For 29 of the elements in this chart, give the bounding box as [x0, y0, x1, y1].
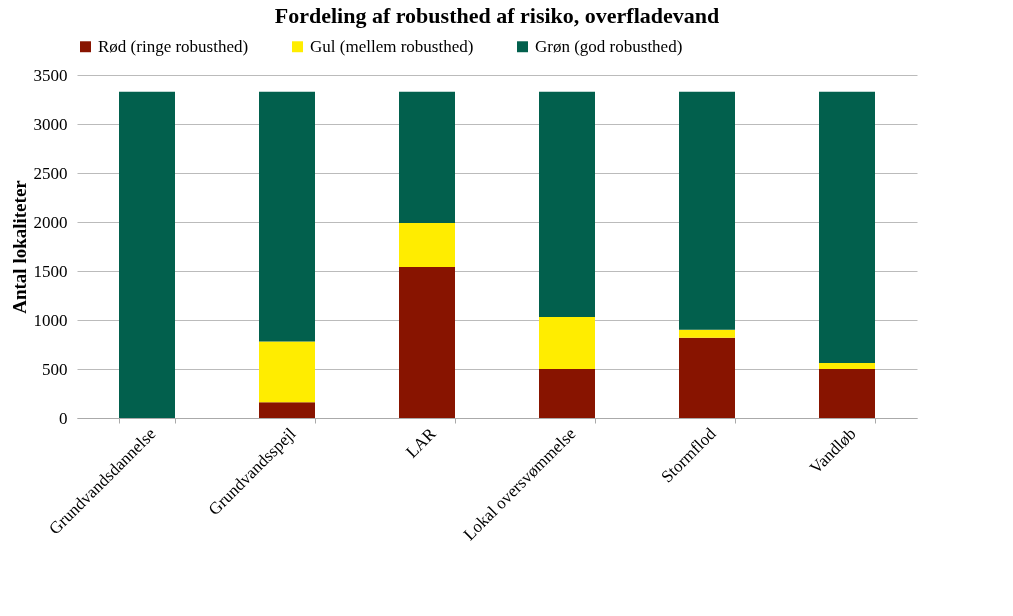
bar: [399, 222, 455, 268]
y-axis-title: Antal lokaliteter: [8, 179, 30, 314]
bar: [539, 91, 595, 318]
legend-label: Grøn (god robusthed): [535, 36, 683, 56]
legend-label: Rød (ringe robusthed): [98, 36, 249, 56]
bar: [399, 91, 455, 223]
bar: [119, 91, 175, 418]
bar: [259, 402, 315, 418]
y-tick-label: 3000: [33, 114, 68, 134]
bar: [399, 267, 455, 418]
bar: [819, 369, 875, 418]
y-tick-label: 1500: [33, 261, 68, 281]
bar: [539, 369, 595, 418]
y-tick-label: 3500: [33, 65, 68, 85]
y-tick-label: 1000: [33, 310, 68, 330]
bar: [679, 329, 735, 338]
bar: [259, 341, 315, 403]
chart-title: Fordeling af robusthed af risiko, overfladevand: [274, 3, 720, 28]
y-tick-label: 2000: [33, 212, 68, 232]
bar: [819, 363, 875, 369]
bar: [679, 337, 735, 418]
y-tick-label: 0: [59, 408, 68, 428]
legend-label: Gul (mellem robusthed): [310, 36, 474, 56]
y-tick-label: 500: [42, 359, 68, 379]
bar: [539, 317, 595, 369]
y-tick-label: 2500: [33, 163, 68, 183]
bar: [259, 91, 315, 342]
bar: [679, 91, 735, 330]
bar: [819, 91, 875, 364]
